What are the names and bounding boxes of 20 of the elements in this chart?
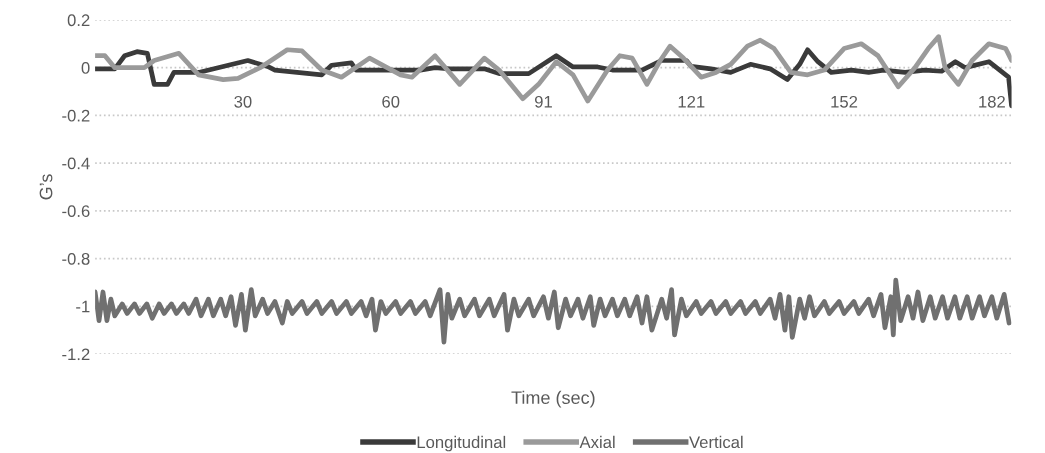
x-tick-label: 182 bbox=[979, 95, 1005, 108]
y-tick-label: -0.8 bbox=[62, 252, 90, 265]
legend-label: Vertical bbox=[689, 435, 743, 449]
y-axis-title: G’s bbox=[39, 174, 53, 200]
y-tick-label: 0 bbox=[81, 62, 90, 74]
y-tick-label: 0.2 bbox=[67, 14, 90, 27]
y-tick-label: -0.2 bbox=[62, 109, 90, 122]
legend-label: Axial bbox=[579, 435, 615, 449]
y-tick-label: -0.4 bbox=[62, 157, 90, 170]
x-axis-title: Time (sec) bbox=[511, 390, 595, 408]
x-tick-label: 60 bbox=[382, 95, 400, 108]
legend-label: Longitudinal bbox=[417, 435, 506, 452]
x-tick-label: 30 bbox=[234, 95, 252, 108]
x-tick-label: 91 bbox=[534, 95, 552, 108]
y-tick-label: -0.6 bbox=[62, 205, 90, 218]
y-tick-label: -1.2 bbox=[62, 348, 90, 361]
line-series bbox=[95, 277, 1012, 345]
x-tick-label: 121 bbox=[678, 95, 705, 108]
x-tick-label: 152 bbox=[831, 95, 858, 108]
y-tick-label: -1 bbox=[76, 300, 90, 313]
